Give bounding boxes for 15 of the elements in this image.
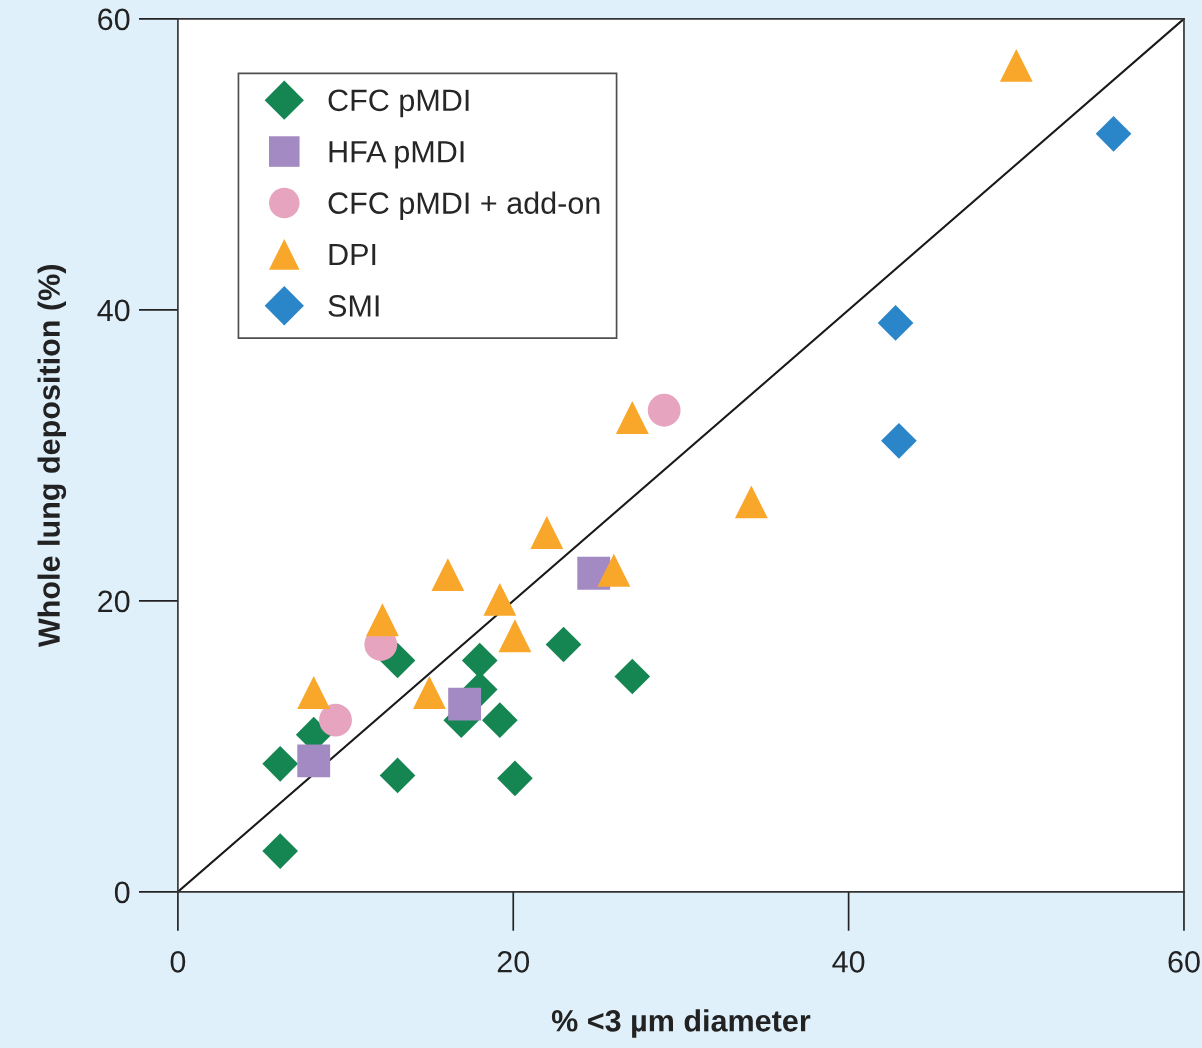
legend-label: HFA pMDI xyxy=(329,141,464,169)
y-tick-label: 40 xyxy=(97,299,130,322)
x-tick-label: 60 xyxy=(1168,950,1200,973)
y-tick-label: 20 xyxy=(98,590,130,613)
x-tick-label: 20 xyxy=(497,950,530,973)
y-axis-title: Whole lung deposition (%) xyxy=(37,265,67,648)
y-tick-label: 0 xyxy=(114,881,130,904)
legend-label: DPI xyxy=(329,244,376,266)
x-tick-label: 40 xyxy=(832,950,865,973)
y-tick-label: 60 xyxy=(98,8,130,31)
x-axis-title: % <3 µm diameter xyxy=(551,1009,811,1038)
legend-label: SMI xyxy=(328,295,379,317)
legend-label: CFC pMDI xyxy=(328,89,469,118)
legend-label: CFC pMDI + add-on xyxy=(328,191,600,220)
x-tick-label: 0 xyxy=(170,950,186,973)
